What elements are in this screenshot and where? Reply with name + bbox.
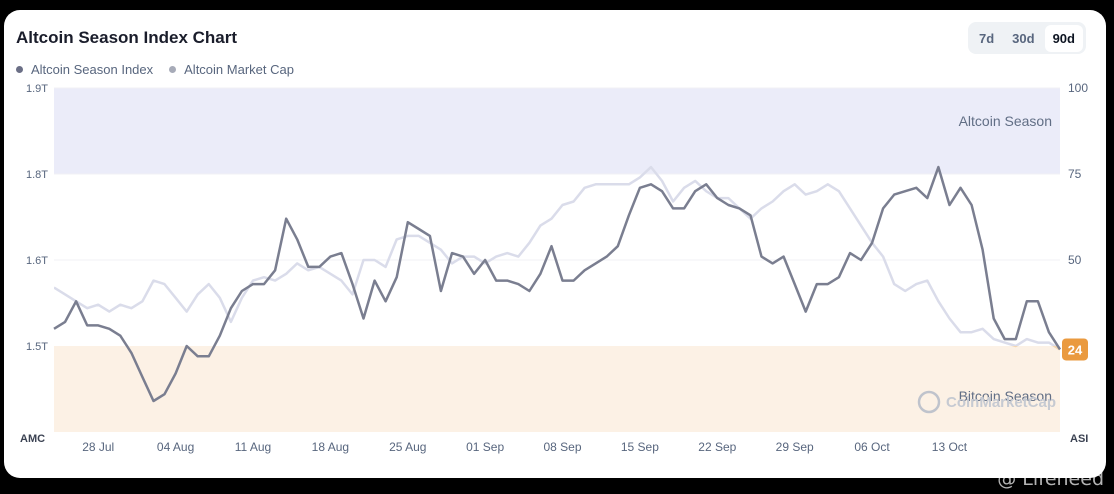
x-tick-9: 29 Sep	[776, 440, 814, 454]
x-tick-8: 22 Sep	[698, 440, 736, 454]
altcoin-season-zone	[54, 88, 1060, 174]
legend-label-mcap: Altcoin Market Cap	[184, 62, 294, 77]
y-left-tick-2: 1.8T	[26, 169, 48, 181]
altcoin-season-label: Altcoin Season	[959, 113, 1052, 129]
y-right-tick-75: 75	[1068, 167, 1082, 181]
bitcoin-season-zone	[54, 346, 1060, 432]
series-line-altcoin-season-index	[53, 165, 1062, 403]
series-line-altcoin-market-cap-bitcoin-zone	[1011, 346, 1060, 351]
legend-item-mcap[interactable]: Altcoin Market Cap	[169, 62, 294, 77]
watermark-text: @ Lifeneed	[997, 468, 1104, 490]
chart-title: Altcoin Season Index Chart	[16, 28, 238, 47]
y-left-axis-label: AMC	[20, 433, 45, 445]
y-left-tick-0: 1.5T	[26, 341, 48, 353]
range-selector: 7d 30d 90d	[968, 22, 1086, 54]
current-value-badge	[1062, 338, 1088, 361]
legend-item-index[interactable]: Altcoin Season Index	[16, 62, 153, 77]
x-tick-7: 15 Sep	[621, 440, 659, 454]
x-tick-5: 01 Sep	[466, 440, 504, 454]
x-tick-11: 13 Oct	[932, 440, 968, 454]
coinmarketcap-logo: CoinMarketCap	[917, 390, 1056, 414]
legend-label-index: Altcoin Season Index	[31, 62, 154, 77]
x-tick-2: 11 Aug	[235, 440, 271, 454]
x-tick-0: 28 Jul	[82, 440, 114, 454]
coinmarketcap-icon	[917, 390, 941, 414]
x-tick-1: 04 Aug	[157, 440, 194, 454]
legend-dot-index	[16, 66, 23, 73]
chart-legend: Altcoin Season Index Altcoin Market Cap	[16, 62, 294, 77]
x-tick-4: 25 Aug	[389, 440, 426, 454]
y-right-tick-100: 100	[1068, 81, 1088, 95]
range-90d-button[interactable]: 90d	[1044, 24, 1083, 52]
y-right-axis-label: ASI	[1070, 433, 1088, 445]
range-7d-button[interactable]: 7d	[979, 30, 995, 46]
x-tick-3: 18 Aug	[312, 440, 349, 454]
chart-plot[interactable]: Altcoin Season Bitcoin SeasonCoinMarketCa…	[4, 10, 1106, 478]
y-left-tick-3: 1.9T	[26, 83, 48, 95]
bitcoin-season-label: Bitcoin Season	[959, 388, 1052, 404]
range-30d-button[interactable]: 30d	[1012, 30, 1035, 46]
x-tick-10: 06 Oct	[854, 440, 890, 454]
chart-card: Altcoin Season Index Chart Altcoin Seaso…	[4, 10, 1106, 478]
current-value-label: 24	[1068, 342, 1083, 357]
y-left-tick-1: 1.6T	[26, 255, 48, 267]
coinmarketcap-wordmark: CoinMarketCap	[946, 394, 1056, 411]
legend-dot-mcap	[169, 66, 177, 73]
y-right-tick-50: 50	[1068, 253, 1082, 267]
x-tick-6: 08 Sep	[544, 440, 582, 454]
series-line-altcoin-market-cap	[54, 165, 1057, 346]
